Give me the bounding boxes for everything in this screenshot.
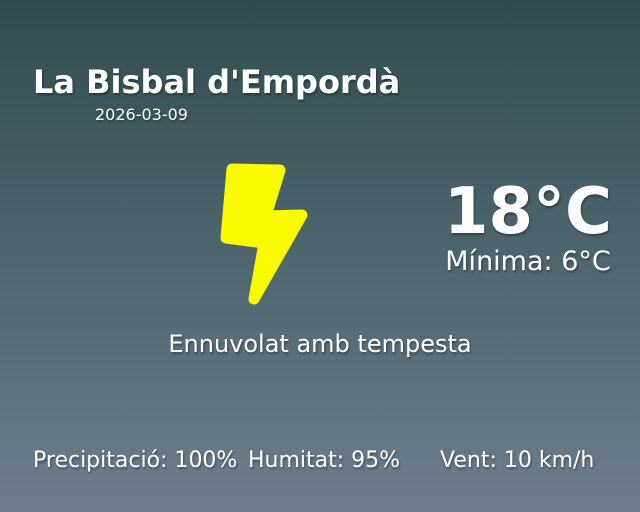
lightning-bolt-shape bbox=[220, 163, 308, 305]
condition-text: Ennuvolat amb tempesta bbox=[168, 330, 472, 358]
date-label: 2026-03-09 bbox=[95, 105, 188, 124]
precipitation-stat: Precipitació: 100% bbox=[33, 448, 238, 473]
wind-stat: Vent: 10 km/h bbox=[440, 448, 595, 473]
location-title: La Bisbal d'Empordà bbox=[33, 63, 401, 101]
temperature-value: 18°C bbox=[443, 175, 613, 249]
temperature-min-label: Mínima: 6°C bbox=[445, 246, 611, 277]
humidity-stat: Humitat: 95% bbox=[248, 448, 401, 473]
lightning-bolt-icon bbox=[220, 163, 308, 305]
